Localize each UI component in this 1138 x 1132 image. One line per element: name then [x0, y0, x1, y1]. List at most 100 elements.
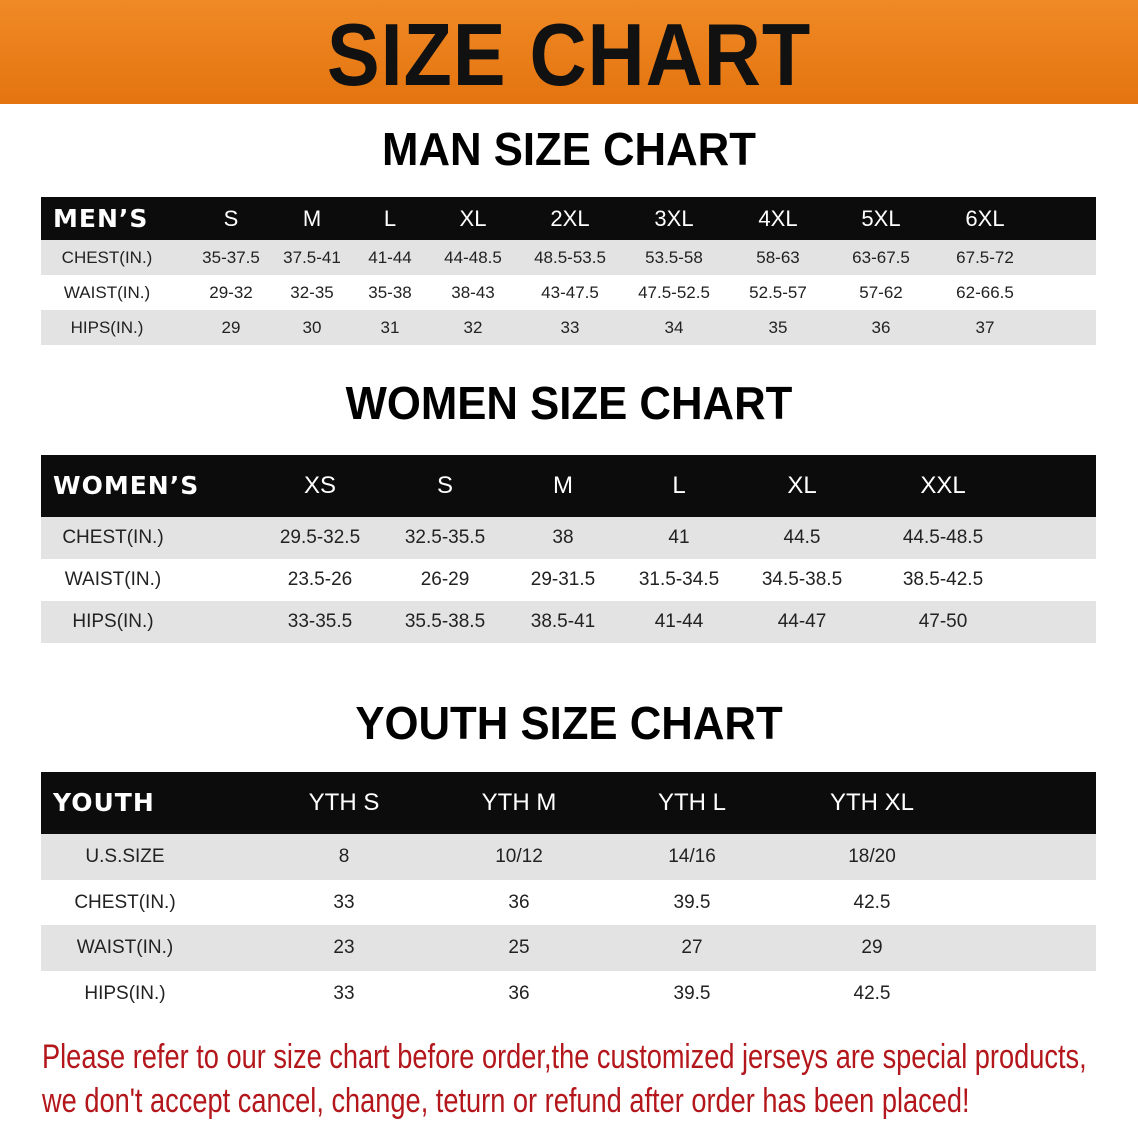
women-table-cell: 32.5-35.5 — [404, 527, 486, 548]
youth-table-cell: 23 — [333, 937, 355, 958]
disclaimer-line-2: we don't accept cancel, change, teturn o… — [42, 1082, 970, 1120]
women-header-row: WOMEN’S XS S M L XL XXL — [41, 455, 1096, 517]
youth-table-cell: 42.5 — [853, 891, 891, 913]
women-row-label: CHEST(IN.) — [62, 527, 164, 548]
women-table-cell: 41-44 — [654, 611, 704, 632]
women-table-cell: 33-35.5 — [287, 611, 353, 632]
women-table-cell: 35.5-38.5 — [404, 611, 486, 632]
men-header-label: MEN’S — [53, 204, 149, 233]
women-size-header: XL — [787, 472, 817, 499]
women-table-cell: 44.5-48.5 — [902, 527, 984, 548]
women-header-label: WOMEN’S — [53, 471, 200, 500]
youth-row-label: CHEST(IN.) — [74, 891, 176, 913]
women-row-label: HIPS(IN.) — [72, 611, 154, 632]
youth-table-cell: 36 — [508, 891, 530, 913]
youth-table-row: U.S.SIZE 8 10/12 14/16 18/20 — [41, 834, 1096, 880]
youth-row-label: HIPS(IN.) — [84, 982, 166, 1004]
youth-section-title: YOUTH SIZE CHART — [355, 697, 783, 749]
men-size-header: 3XL — [654, 206, 694, 231]
banner-title: SIZE CHART — [326, 5, 812, 104]
youth-table-row: WAIST(IN.) 23 25 27 29 — [41, 925, 1096, 971]
youth-header-label: YOUTH — [53, 788, 155, 817]
women-size-header: XXL — [920, 472, 966, 499]
women-table-cell: 26-29 — [420, 569, 470, 590]
women-table-cell: 34.5-38.5 — [761, 569, 843, 590]
men-table-cell: 53.5-58 — [645, 248, 703, 267]
men-table-cell: 43-47.5 — [541, 283, 599, 302]
women-table-cell: 38.5-42.5 — [902, 569, 984, 590]
youth-row-label: U.S.SIZE — [85, 846, 165, 867]
men-table-cell: 30 — [302, 318, 322, 337]
men-row-label: WAIST(IN.) — [63, 283, 151, 302]
men-table-cell: 63-67.5 — [852, 248, 910, 267]
women-table-cell: 29-31.5 — [530, 569, 596, 590]
men-table-row: WAIST(IN.) 29-32 32-35 35-38 38-43 43-47.5 47.… — [41, 275, 1096, 310]
youth-size-header: YTH S — [308, 789, 380, 816]
women-table-row: CHEST(IN.) 29.5-32.5 32.5-35.5 38 41 44.5 44.5… — [41, 517, 1096, 559]
men-size-header: S — [223, 206, 239, 231]
women-size-header: XS — [303, 472, 337, 499]
men-size-header: XL — [459, 206, 487, 231]
men-table-cell: 58-63 — [756, 248, 800, 267]
men-table-cell: 35 — [768, 318, 788, 337]
men-table-cell: 32 — [463, 318, 483, 337]
men-row-label: CHEST(IN.) — [61, 248, 153, 267]
men-table-cell: 52.5-57 — [749, 283, 807, 302]
men-table-cell: 34 — [664, 318, 684, 337]
men-table-cell: 48.5-53.5 — [534, 248, 606, 267]
youth-size-header: YTH L — [657, 789, 727, 816]
men-table-cell: 57-62 — [859, 283, 903, 302]
women-size-header: L — [672, 472, 686, 499]
youth-header-row: YOUTH YTH S YTH M YTH L YTH XL — [41, 772, 1096, 834]
men-table-cell: 41-44 — [368, 248, 412, 267]
disclaimer-line-1: Please refer to our size chart before or… — [42, 1038, 1087, 1076]
men-table-cell: 36 — [871, 318, 891, 337]
men-size-header: 6XL — [965, 206, 1005, 231]
women-table-row: WAIST(IN.) 23.5-26 26-29 29-31.5 31.5-34.5 34… — [41, 559, 1096, 601]
men-size-header: M — [302, 206, 322, 231]
youth-table-cell: 42.5 — [853, 982, 891, 1004]
men-section-title: MAN SIZE CHART — [382, 123, 756, 175]
men-table-cell: 47.5-52.5 — [638, 283, 710, 302]
youth-size-header: YTH M — [481, 789, 557, 816]
men-table-cell: 37 — [975, 318, 995, 337]
youth-table-cell: 29 — [861, 937, 883, 958]
youth-table-row: CHEST(IN.) 33 36 39.5 42.5 — [41, 880, 1096, 926]
women-table-cell: 29.5-32.5 — [279, 527, 361, 548]
men-size-header: 5XL — [861, 206, 901, 231]
women-table-cell: 23.5-26 — [287, 569, 353, 590]
youth-row-label: WAIST(IN.) — [76, 937, 174, 958]
women-size-header: M — [553, 472, 573, 499]
youth-table-cell: 18/20 — [848, 846, 896, 867]
men-table-cell: 29-32 — [209, 283, 253, 302]
men-table-cell: 67.5-72 — [956, 248, 1014, 267]
men-table-cell: 29 — [221, 318, 241, 337]
men-size-header: L — [383, 206, 397, 231]
men-header-row: MEN’S S M L XL 2XL 3XL 4XL 5XL 6XL — [41, 197, 1096, 240]
men-table-cell: 44-48.5 — [444, 248, 502, 267]
men-table-cell: 35-37.5 — [202, 248, 260, 267]
youth-size-header: YTH XL — [829, 789, 915, 816]
men-table-row: HIPS(IN.) 29 30 31 32 33 34 35 36 37 — [41, 310, 1096, 345]
women-table-cell: 38 — [552, 527, 574, 548]
women-section-title: WOMEN SIZE CHART — [345, 377, 793, 429]
women-table-cell: 31.5-34.5 — [638, 569, 720, 590]
men-size-header: 2XL — [550, 206, 590, 231]
women-table-cell: 47-50 — [918, 611, 968, 632]
women-table-cell: 44-47 — [777, 611, 827, 632]
women-row-label: WAIST(IN.) — [64, 569, 162, 590]
men-table-cell: 37.5-41 — [283, 248, 341, 267]
women-table-cell: 38.5-41 — [530, 611, 596, 632]
banner: SIZE CHART — [0, 0, 1138, 104]
men-table-cell: 31 — [380, 318, 400, 337]
youth-table-cell: 39.5 — [673, 982, 711, 1004]
men-table-cell: 33 — [560, 318, 580, 337]
youth-table-cell: 36 — [508, 982, 530, 1004]
youth-table-cell: 33 — [333, 891, 355, 913]
youth-table-cell: 25 — [508, 937, 530, 958]
men-table-cell: 35-38 — [368, 283, 412, 302]
women-size-header: S — [436, 472, 454, 499]
youth-table-cell: 39.5 — [673, 891, 711, 913]
youth-table-cell: 27 — [681, 937, 703, 958]
women-table-row: HIPS(IN.) 33-35.5 35.5-38.5 38.5-41 41-44 44-… — [41, 601, 1096, 643]
